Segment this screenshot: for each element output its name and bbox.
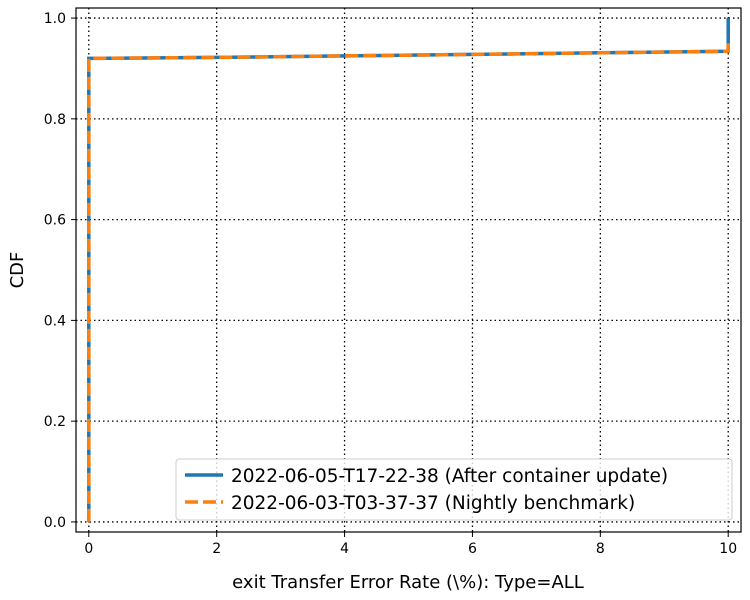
x-tick-label: 6 [468,541,477,557]
y-tick-label: 0.6 [44,213,66,229]
x-axis-label: exit Transfer Error Rate (\%): Type=ALL [232,572,584,593]
legend: 2022-06-05-T17-22-38 (After container up… [176,459,732,520]
y-tick-label: 0.2 [44,414,66,430]
y-tick-label: 0.0 [44,515,66,531]
x-tick-label: 0 [84,541,93,557]
x-tick-label: 4 [340,541,349,557]
x-tick-label: 10 [719,541,737,557]
x-tick-label: 8 [596,541,605,557]
legend-label-series-1: 2022-06-05-T17-22-38 (After container up… [231,466,668,487]
y-tick-label: 0.8 [44,112,66,128]
y-axis-label: CDF [7,252,28,289]
y-tick-label: 0.4 [44,313,66,329]
legend-label-series-2: 2022-06-03-T03-37-37 (Nightly benchmark) [231,493,635,514]
y-tick-label: 1.0 [44,11,66,27]
x-tick-label: 2 [212,541,221,557]
